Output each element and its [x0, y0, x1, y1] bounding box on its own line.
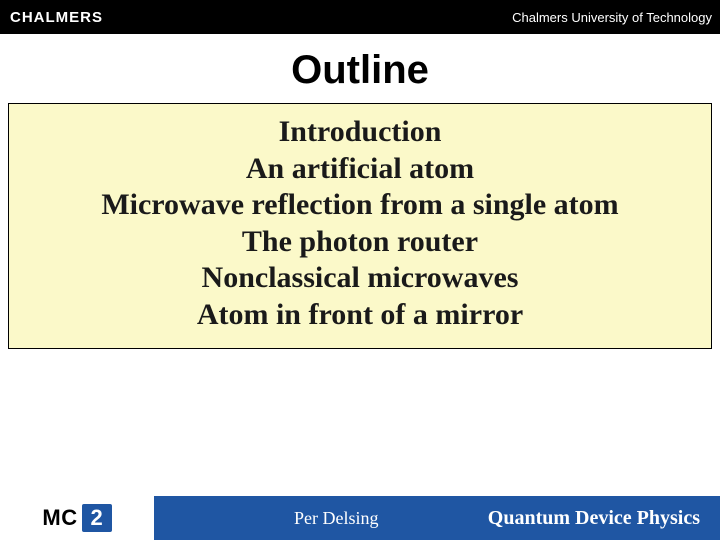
outline-item: Introduction: [15, 114, 705, 151]
mc2-logo-badge: 2: [82, 504, 112, 532]
slide-title: Outline: [0, 48, 720, 93]
mc2-logo: MC 2: [42, 504, 111, 532]
outline-box: Introduction An artificial atom Microwav…: [8, 103, 712, 349]
university-name: Chalmers University of Technology: [512, 10, 712, 25]
chalmers-logo: CHALMERS: [10, 9, 103, 26]
footer-info-bar: Per Delsing Quantum Device Physics: [154, 496, 720, 540]
group-name: Quantum Device Physics: [488, 507, 700, 530]
outline-item: An artificial atom: [15, 151, 705, 188]
outline-item: Microwave reflection from a single atom: [15, 187, 705, 224]
top-bar: CHALMERS Chalmers University of Technolo…: [0, 0, 720, 34]
footer-logo-area: MC 2: [0, 496, 154, 540]
outline-item: Atom in front of a mirror: [15, 297, 705, 334]
presenter-name: Per Delsing: [294, 508, 379, 529]
mc2-logo-text: MC: [42, 505, 77, 531]
footer-bar: MC 2 Per Delsing Quantum Device Physics: [0, 496, 720, 540]
outline-item: Nonclassical microwaves: [15, 260, 705, 297]
outline-item: The photon router: [15, 224, 705, 261]
